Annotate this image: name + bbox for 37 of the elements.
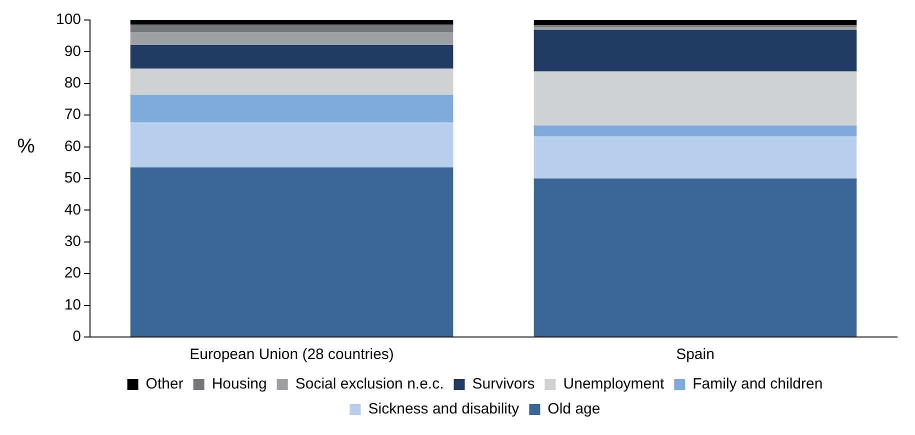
bar	[130, 24, 454, 32]
x-tick-label: Spain	[676, 346, 714, 364]
bar	[130, 94, 454, 122]
y-tick-label: 10	[64, 296, 82, 314]
bar	[534, 71, 857, 126]
legend-label: Unemployment	[563, 376, 665, 393]
y-tick-label: 90	[64, 42, 82, 60]
y-tick-label: 100	[56, 11, 82, 28]
bar	[534, 20, 857, 26]
bar	[534, 136, 857, 178]
bar	[130, 32, 454, 46]
bar	[534, 126, 857, 136]
y-tick-label: 20	[64, 264, 82, 282]
y-tick-label: 0	[72, 328, 82, 346]
bar	[130, 20, 454, 25]
y-tick-label: 70	[64, 106, 82, 124]
bar	[130, 167, 454, 336]
x-tick-label: European Union (28 countries)	[190, 346, 394, 364]
bar	[130, 68, 454, 95]
y-tick-label: 40	[64, 201, 82, 218]
bar	[534, 30, 857, 72]
y-axis-title: %	[17, 135, 36, 158]
bar	[534, 26, 857, 30]
bar	[534, 178, 857, 336]
y-tick-label: 60	[64, 138, 82, 155]
legend-label: Housing	[212, 376, 267, 393]
legend-label: Family and children	[692, 376, 823, 393]
y-tick-label: 80	[64, 74, 82, 92]
legend-label: Survivors	[472, 376, 535, 393]
legend-label: Social exclusion n.e.c.	[295, 376, 444, 393]
bar	[130, 122, 454, 168]
legend-label: Sickness and disability	[368, 400, 520, 418]
legend-label: Old age	[548, 400, 600, 418]
y-tick-label: 50	[64, 170, 82, 187]
bar	[130, 45, 454, 68]
y-tick-label: 30	[64, 233, 82, 250]
legend-label: Other	[146, 376, 184, 393]
